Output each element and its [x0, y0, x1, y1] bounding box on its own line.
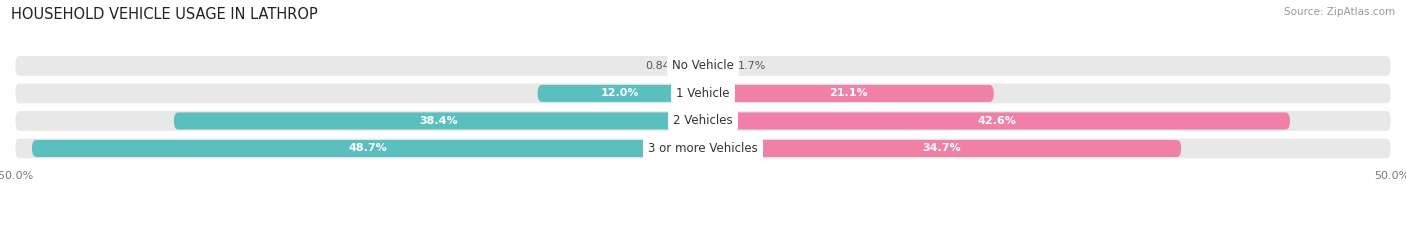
- Text: HOUSEHOLD VEHICLE USAGE IN LATHROP: HOUSEHOLD VEHICLE USAGE IN LATHROP: [11, 7, 318, 22]
- Text: 1 Vehicle: 1 Vehicle: [676, 87, 730, 100]
- Legend: Owner-occupied, Renter-occupied: Owner-occupied, Renter-occupied: [586, 230, 820, 233]
- Text: 42.6%: 42.6%: [977, 116, 1017, 126]
- FancyBboxPatch shape: [703, 140, 1181, 157]
- Text: 34.7%: 34.7%: [922, 144, 962, 154]
- FancyBboxPatch shape: [14, 82, 1392, 105]
- FancyBboxPatch shape: [14, 110, 1392, 132]
- FancyBboxPatch shape: [703, 112, 1289, 130]
- Text: No Vehicle: No Vehicle: [672, 59, 734, 72]
- FancyBboxPatch shape: [703, 57, 727, 74]
- FancyBboxPatch shape: [14, 55, 1392, 77]
- Text: 48.7%: 48.7%: [349, 144, 387, 154]
- Text: 3 or more Vehicles: 3 or more Vehicles: [648, 142, 758, 155]
- FancyBboxPatch shape: [692, 57, 703, 74]
- FancyBboxPatch shape: [14, 137, 1392, 160]
- Text: 1.7%: 1.7%: [738, 61, 766, 71]
- FancyBboxPatch shape: [174, 112, 703, 130]
- Text: 2 Vehicles: 2 Vehicles: [673, 114, 733, 127]
- Text: 38.4%: 38.4%: [419, 116, 458, 126]
- FancyBboxPatch shape: [537, 85, 703, 102]
- Text: 21.1%: 21.1%: [830, 88, 868, 98]
- FancyBboxPatch shape: [703, 85, 994, 102]
- Text: Source: ZipAtlas.com: Source: ZipAtlas.com: [1284, 7, 1395, 17]
- Text: 0.84%: 0.84%: [645, 61, 681, 71]
- FancyBboxPatch shape: [32, 140, 703, 157]
- Text: 12.0%: 12.0%: [602, 88, 640, 98]
